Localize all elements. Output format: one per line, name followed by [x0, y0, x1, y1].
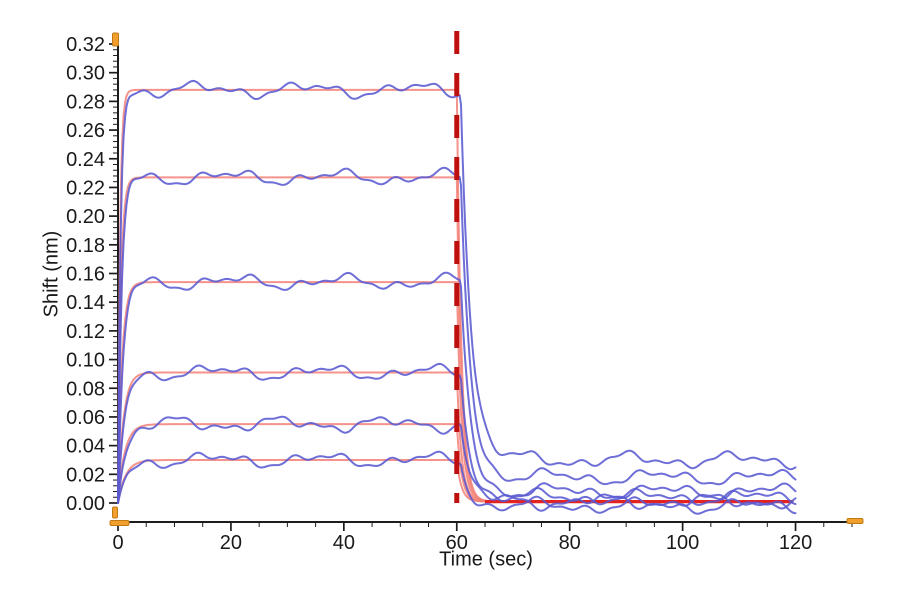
- x-tick-label: 80: [559, 532, 581, 554]
- y-tick-label: 0.00: [66, 493, 105, 515]
- trace-3-data: [117, 271, 797, 504]
- y-axis-bottom-handle[interactable]: [112, 506, 118, 519]
- y-tick-label: 0.20: [66, 206, 105, 228]
- y-tick-label: 0.14: [66, 292, 105, 314]
- x-tick-label: 120: [779, 532, 812, 554]
- y-tick-label: 0.22: [66, 177, 105, 199]
- y-tick-label: 0.32: [66, 34, 105, 56]
- axis-handles: [109, 32, 864, 526]
- x-tick-label: 20: [220, 532, 242, 554]
- x-tick-label: 0: [112, 532, 123, 554]
- y-tick-label: 0.18: [66, 235, 105, 257]
- x-tick-label: 40: [333, 532, 355, 554]
- y-axis-title: Shift (nm): [40, 230, 63, 318]
- y-tick-label: 0.26: [66, 120, 105, 142]
- x-axis-left-handle[interactable]: [109, 520, 130, 526]
- x-tick-label: 100: [666, 532, 699, 554]
- x-tick-label: 60: [446, 532, 468, 554]
- y-tick-label: 0.02: [66, 464, 105, 486]
- x-axis-right-handle[interactable]: [846, 518, 864, 524]
- y-tick-label: 0.04: [66, 436, 105, 458]
- y-axis-top-handle[interactable]: [112, 32, 119, 47]
- y-tick-label: 0.24: [66, 149, 105, 171]
- trace-4-fit: [117, 371, 794, 504]
- y-tick-label: 0.28: [66, 91, 105, 113]
- x-axis-title: Time (sec): [439, 548, 533, 571]
- y-tick-label: 0.10: [66, 350, 105, 372]
- y-tick-label: 0.08: [66, 378, 105, 400]
- x-axis: 0 20 40 60 80 100 120: [112, 521, 853, 554]
- y-axis: 0.00 0.02 0.04 0.06 0.08 0.10 0.12 0.14 0.16 0.18…: [66, 34, 119, 515]
- y-tick-label: 0.06: [66, 407, 105, 429]
- trace-1-data: [117, 79, 797, 504]
- y-tick-label: 0.12: [66, 321, 105, 343]
- y-tick-label: 0.16: [66, 264, 105, 286]
- y-tick-label: 0.30: [66, 63, 105, 85]
